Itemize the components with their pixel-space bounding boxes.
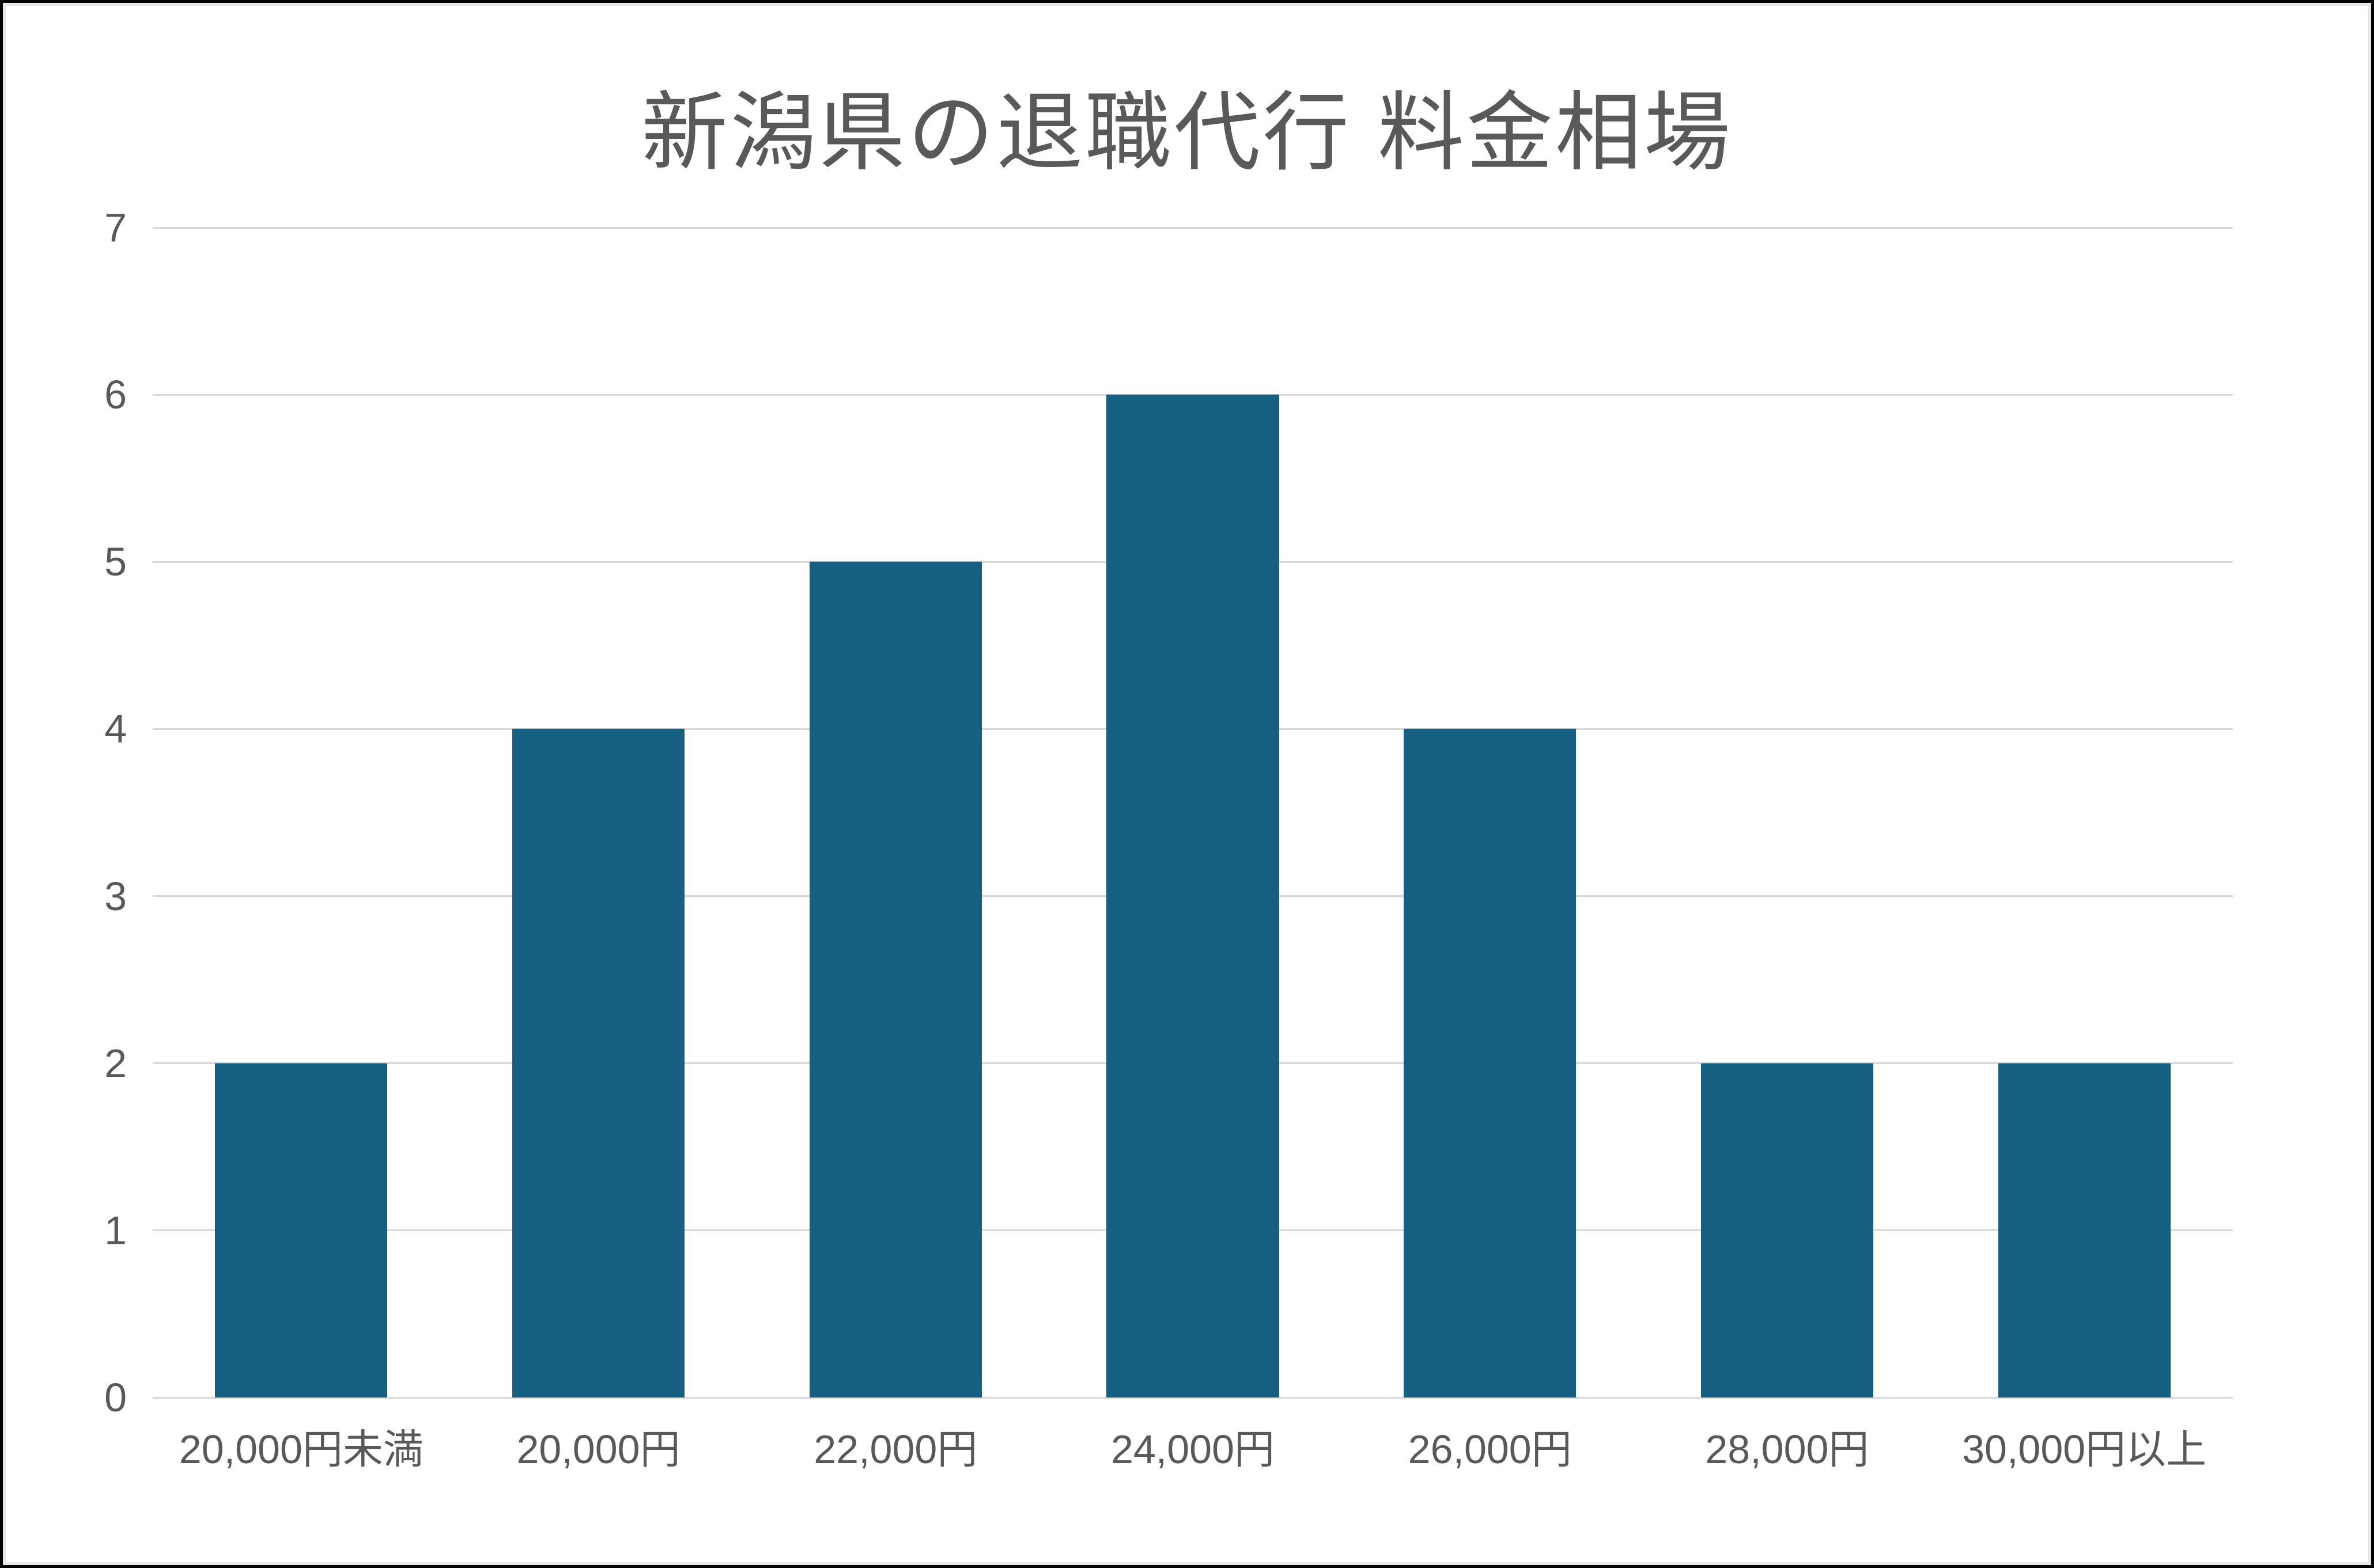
bar bbox=[1700, 1063, 1873, 1397]
x-axis-tick-label: 20,000円未満 bbox=[179, 1427, 424, 1472]
bar bbox=[512, 729, 685, 1397]
bar bbox=[1404, 729, 1577, 1397]
y-axis-tick-label: 5 bbox=[104, 539, 127, 585]
y-axis-tick-label: 4 bbox=[104, 706, 127, 752]
y-axis-tick-label: 1 bbox=[104, 1207, 127, 1253]
gridline bbox=[153, 226, 2233, 229]
y-axis: 0 1 2 3 4 5 6 7 bbox=[3, 207, 127, 1418]
x-axis-tick-label: 24,000円 bbox=[1110, 1427, 1275, 1472]
y-axis-tick-label: 0 bbox=[104, 1375, 127, 1420]
x-axis-tick-label: 26,000円 bbox=[1408, 1427, 1572, 1472]
chart-title: 新潟県の退職代行 料金相場 bbox=[641, 84, 1733, 181]
bar bbox=[809, 562, 982, 1397]
x-axis-tick-label: 20,000円 bbox=[516, 1427, 681, 1472]
x-axis-tick-label: 30,000円以上 bbox=[1962, 1427, 2207, 1472]
bar bbox=[215, 1063, 388, 1397]
x-axis-tick-label: 28,000円 bbox=[1705, 1427, 1869, 1472]
bar bbox=[1106, 395, 1279, 1397]
bar bbox=[1998, 1063, 2171, 1397]
x-axis-tick-label: 22,000円 bbox=[814, 1427, 978, 1472]
y-axis-tick-label: 7 bbox=[104, 205, 127, 250]
y-axis-tick-label: 6 bbox=[104, 372, 127, 418]
y-axis-tick-label: 3 bbox=[104, 873, 127, 919]
x-axis: 20,000円未満 20,000円 22,000円 24,000円 26,000円 28,… bbox=[153, 1425, 2233, 1500]
plot-area bbox=[153, 226, 2233, 1399]
y-axis-tick-label: 2 bbox=[104, 1040, 127, 1086]
